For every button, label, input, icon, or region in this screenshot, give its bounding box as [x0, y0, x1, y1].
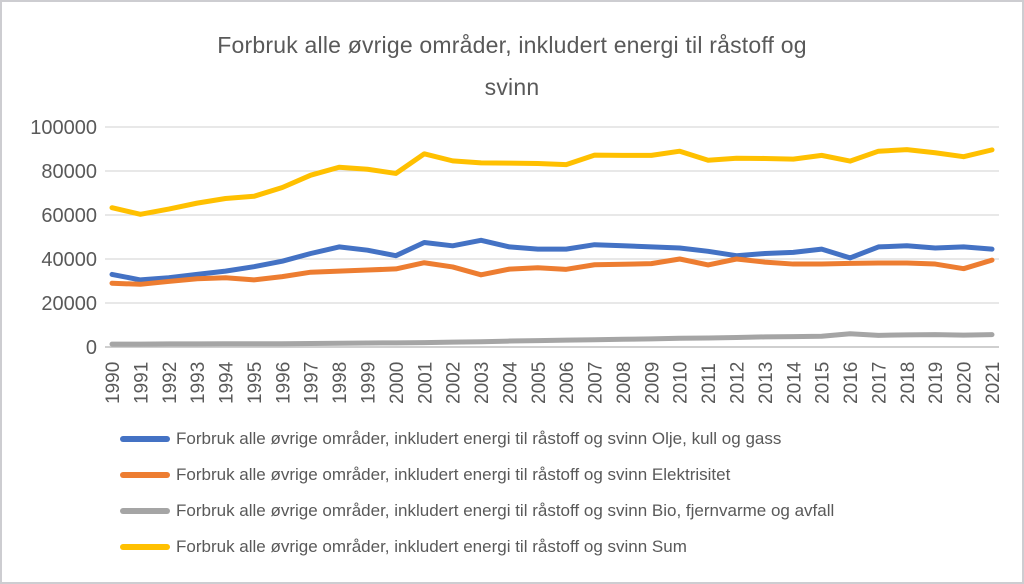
legend-label-olje-kull-og-gass: Forbruk alle øvrige områder, inkludert e…	[176, 429, 782, 448]
x-axis-tick-label: 2016	[841, 362, 862, 404]
x-axis-tick-label: 2008	[614, 362, 635, 404]
x-axis-tick-label: 2003	[472, 362, 493, 404]
legend-label-bio-fjernvarme-og-avfall: Forbruk alle øvrige områder, inkludert e…	[176, 501, 835, 520]
x-axis-tick-label: 2000	[387, 362, 408, 404]
legend-item-bio-fjernvarme-og-avfall: Forbruk alle øvrige områder, inkludert e…	[120, 493, 834, 529]
x-axis-tick-label: 1999	[358, 362, 379, 404]
y-axis-tick-label: 0	[86, 337, 97, 359]
chart-title-line-1: Forbruk alle øvrige områder, inkludert e…	[217, 32, 807, 58]
x-axis-tick-label: 1993	[188, 362, 209, 404]
chart-legend: Forbruk alle øvrige områder, inkludert e…	[120, 421, 834, 565]
chart-title: Forbruk alle øvrige områder, inkludert e…	[2, 24, 1022, 108]
legend-swatch-elektrisitet	[120, 472, 170, 478]
y-axis-tick-label: 40000	[41, 249, 97, 271]
series-line-elektrisitet	[109, 256, 995, 287]
series-line-olje-kull-og-gass	[109, 237, 995, 283]
legend-item-elektrisitet: Forbruk alle øvrige områder, inkludert e…	[120, 457, 834, 493]
y-axis-tick-label: 80000	[41, 161, 97, 183]
x-axis-tick-label: 1995	[245, 362, 266, 404]
y-axis-tick-label: 20000	[41, 293, 97, 315]
x-axis-tick-label: 1990	[103, 362, 124, 404]
x-axis-tick-label: 2002	[444, 362, 465, 404]
legend-swatch-sum	[120, 544, 170, 550]
legend-label-elektrisitet: Forbruk alle øvrige områder, inkludert e…	[176, 465, 731, 484]
legend-item-olje-kull-og-gass: Forbruk alle øvrige områder, inkludert e…	[120, 421, 834, 457]
x-axis-tick-label: 2005	[529, 362, 550, 404]
x-axis-tick-label: 2012	[728, 362, 749, 404]
x-axis-tick-label: 2021	[983, 362, 1004, 404]
x-axis-tick-label: 2007	[586, 362, 607, 404]
x-axis-tick-label: 2018	[898, 362, 919, 404]
x-axis-tick-label: 2011	[699, 363, 720, 404]
series-line-bio-fjernvarme-og-avfall	[109, 331, 995, 347]
legend-swatch-bio-fjernvarme-og-avfall	[120, 508, 170, 514]
x-axis-tick-label: 1991	[131, 362, 152, 404]
x-axis-tick-label: 1994	[217, 361, 238, 404]
y-axis-tick-label: 100000	[30, 117, 97, 139]
x-axis-tick-label: 2010	[671, 362, 692, 404]
x-axis-tick-label: 1997	[302, 362, 323, 404]
x-axis-tick-label: 1998	[330, 362, 351, 404]
x-axis-tick-label: 2006	[557, 362, 578, 404]
x-axis-tick-label: 2014	[784, 361, 805, 404]
x-axis-tick-label: 2004	[500, 361, 521, 404]
x-axis-tick-label: 2019	[926, 362, 947, 404]
legend-item-sum: Forbruk alle øvrige områder, inkludert e…	[120, 529, 834, 565]
series-line-sum	[109, 147, 995, 217]
x-axis-tick-label: 1996	[273, 362, 294, 404]
legend-label-sum: Forbruk alle øvrige områder, inkludert e…	[176, 537, 687, 556]
x-axis-tick-label: 1992	[160, 362, 181, 404]
x-axis-tick-label: 2017	[869, 362, 890, 404]
x-axis-tick-label: 2015	[813, 362, 834, 404]
chart-title-line-2: svinn	[484, 74, 540, 100]
x-axis-tick-label: 2009	[642, 362, 663, 404]
x-axis-tick-label: 2001	[415, 362, 436, 404]
y-axis-tick-label: 60000	[41, 205, 97, 227]
x-axis-tick-label: 2013	[756, 362, 777, 404]
x-axis-tick-label: 2020	[955, 362, 976, 404]
legend-swatch-olje-kull-og-gass	[120, 436, 170, 442]
